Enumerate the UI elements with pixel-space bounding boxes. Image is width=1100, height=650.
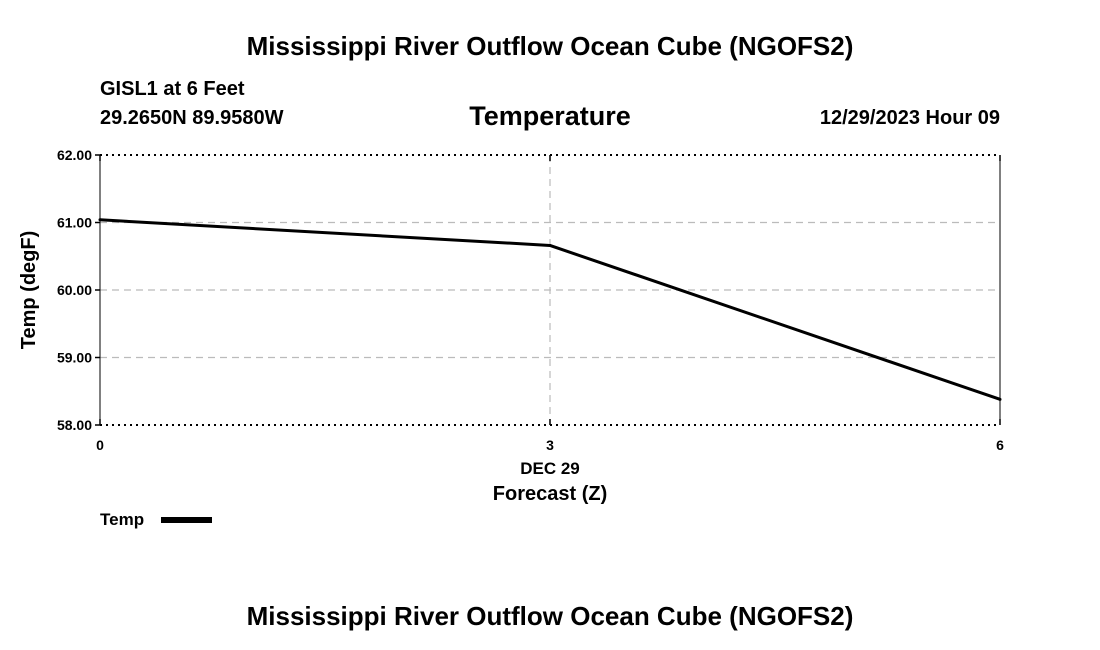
bottom-title: Mississippi River Outflow Ocean Cube (NG… <box>247 601 854 631</box>
main-title: Mississippi River Outflow Ocean Cube (NG… <box>247 31 854 61</box>
chart-title: Temperature <box>469 101 631 131</box>
y-axis-ticks: 58.00 59.00 60.00 61.00 62.00 <box>57 147 100 433</box>
data-point <box>998 397 1002 401</box>
y-tick-label: 58.00 <box>57 417 92 433</box>
station-label: GISL1 at 6 Feet <box>100 78 245 100</box>
x-date-label: DEC 29 <box>520 459 580 478</box>
x-tick-label: 3 <box>546 437 554 453</box>
x-axis-ticks: 0 3 6 <box>96 155 1004 453</box>
y-tick-label: 62.00 <box>57 147 92 163</box>
y-axis-label: Temp (degF) <box>18 231 40 350</box>
legend: Temp <box>100 510 212 529</box>
data-point <box>548 243 552 247</box>
x-axis-label: Forecast (Z) <box>493 483 607 505</box>
station-coords: 29.2650N 89.9580W <box>100 107 284 129</box>
y-tick-label: 61.00 <box>57 215 92 231</box>
x-tick-label: 0 <box>96 437 104 453</box>
series-layer <box>98 218 1002 401</box>
data-point <box>98 218 102 222</box>
y-tick-label: 60.00 <box>57 282 92 298</box>
legend-label: Temp <box>100 510 144 529</box>
x-tick-label: 6 <box>996 437 1004 453</box>
y-tick-label: 59.00 <box>57 350 92 366</box>
grid-lines <box>100 155 1000 425</box>
forecast-timestamp: 12/29/2023 Hour 09 <box>820 107 1000 129</box>
